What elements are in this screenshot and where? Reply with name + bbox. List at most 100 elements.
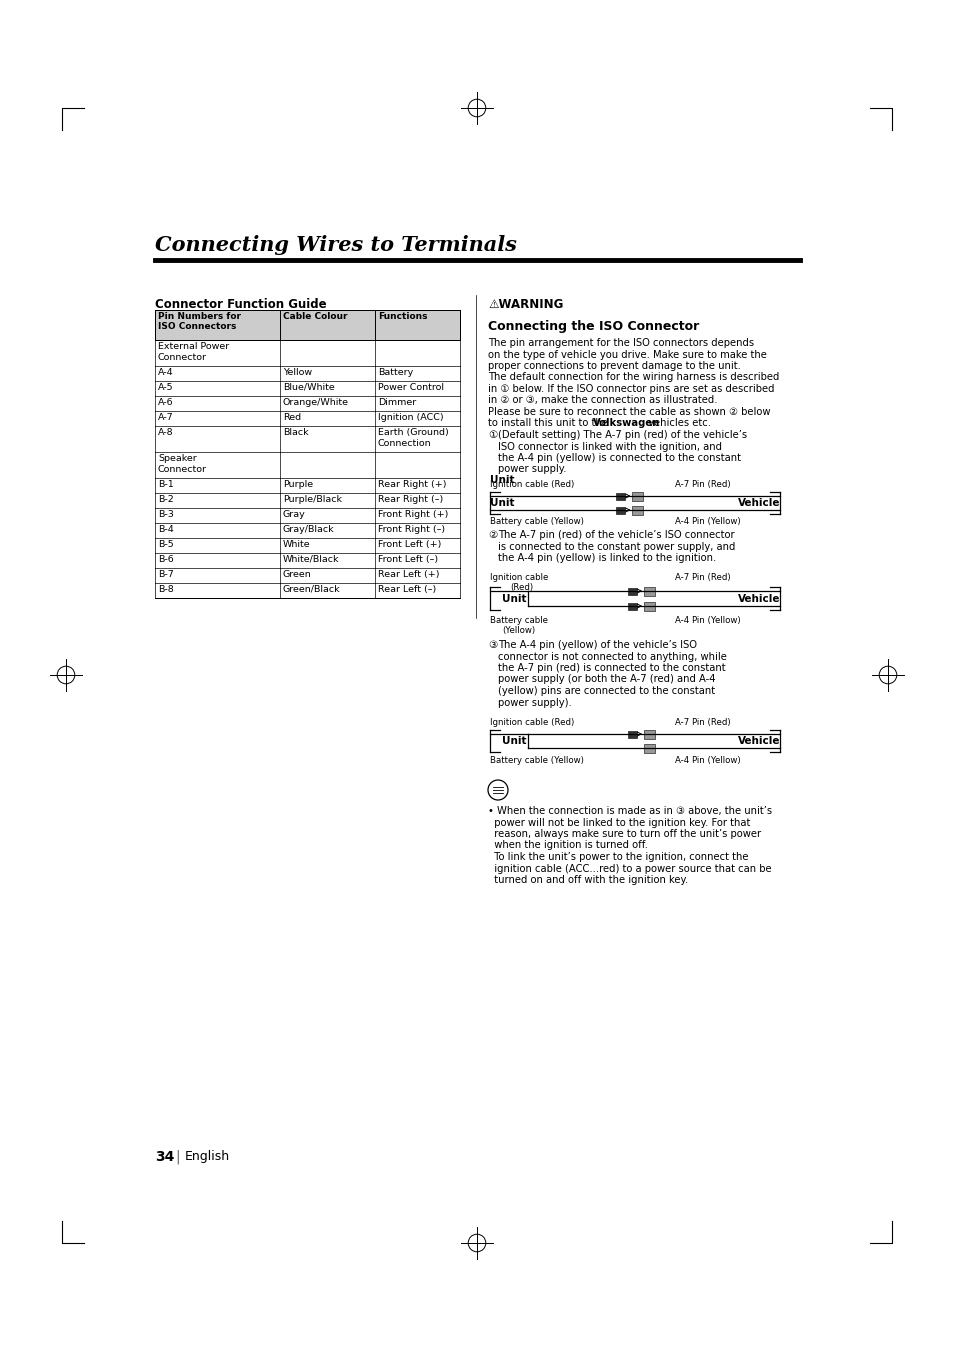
- Text: Unit: Unit: [490, 499, 514, 508]
- Bar: [627, 588, 637, 594]
- Text: Unit: Unit: [501, 593, 526, 604]
- Text: A-4 Pin (Yellow): A-4 Pin (Yellow): [675, 757, 740, 765]
- Text: • When the connection is made as in ③ above, the unit’s: • When the connection is made as in ③ ab…: [488, 807, 771, 816]
- Text: power will not be linked to the ignition key. For that: power will not be linked to the ignition…: [488, 817, 750, 828]
- Text: (yellow) pins are connected to the constant: (yellow) pins are connected to the const…: [497, 686, 715, 696]
- Text: Connector Function Guide: Connector Function Guide: [154, 299, 326, 311]
- Text: Green: Green: [283, 570, 312, 580]
- Text: B-6: B-6: [158, 555, 173, 563]
- Text: Vehicle: Vehicle: [737, 499, 780, 508]
- Text: in ① below. If the ISO connector pins are set as described: in ① below. If the ISO connector pins ar…: [488, 384, 774, 394]
- Text: Unit: Unit: [490, 476, 514, 485]
- Text: The A-4 pin (yellow) of the vehicle’s ISO: The A-4 pin (yellow) of the vehicle’s IS…: [497, 640, 697, 650]
- Text: the A-4 pin (yellow) is linked to the ignition.: the A-4 pin (yellow) is linked to the ig…: [497, 553, 716, 563]
- Text: Blue/White: Blue/White: [283, 382, 335, 392]
- Text: is connected to the constant power supply, and: is connected to the constant power suppl…: [497, 542, 735, 551]
- Text: Rear Left (+): Rear Left (+): [377, 570, 439, 580]
- Text: (Red): (Red): [510, 584, 533, 592]
- Text: Rear Left (–): Rear Left (–): [377, 585, 436, 594]
- Text: Red: Red: [283, 413, 301, 422]
- Text: White/Black: White/Black: [283, 555, 339, 563]
- Text: Black: Black: [283, 428, 309, 436]
- Text: ⚠WARNING: ⚠WARNING: [488, 299, 563, 311]
- Bar: [632, 492, 642, 500]
- Bar: [632, 505, 642, 515]
- Text: Front Left (–): Front Left (–): [377, 555, 437, 563]
- Text: in ② or ③, make the connection as illustrated.: in ② or ③, make the connection as illust…: [488, 396, 717, 405]
- Bar: [616, 493, 624, 500]
- Text: the A-7 pin (red) is connected to the constant: the A-7 pin (red) is connected to the co…: [497, 663, 725, 673]
- Text: A-7 Pin (Red): A-7 Pin (Red): [675, 573, 730, 582]
- Text: ②: ②: [488, 530, 497, 540]
- Text: A-8: A-8: [158, 428, 173, 436]
- Bar: [643, 601, 654, 611]
- Text: ③: ③: [488, 640, 497, 650]
- Text: Cable Colour: Cable Colour: [283, 312, 347, 322]
- Text: on the type of vehicle you drive. Make sure to make the: on the type of vehicle you drive. Make s…: [488, 350, 766, 359]
- Bar: [643, 730, 654, 739]
- Text: A-7 Pin (Red): A-7 Pin (Red): [675, 480, 730, 489]
- Text: Vehicle: Vehicle: [737, 736, 780, 746]
- Bar: [643, 586, 654, 596]
- Text: Please be sure to reconnect the cable as shown ② below: Please be sure to reconnect the cable as…: [488, 407, 770, 417]
- Text: B-8: B-8: [158, 585, 173, 594]
- Text: Connecting the ISO Connector: Connecting the ISO Connector: [488, 320, 699, 332]
- Text: Rear Right (+): Rear Right (+): [377, 480, 446, 489]
- Text: Ignition cable: Ignition cable: [490, 573, 548, 582]
- Text: Orange/White: Orange/White: [283, 399, 349, 407]
- Text: power supply).: power supply).: [497, 697, 571, 708]
- Text: Battery: Battery: [377, 367, 413, 377]
- Text: The A-7 pin (red) of the vehicle’s ISO connector: The A-7 pin (red) of the vehicle’s ISO c…: [497, 530, 734, 540]
- Text: Yellow: Yellow: [283, 367, 312, 377]
- Text: A-5: A-5: [158, 382, 173, 392]
- Bar: [627, 603, 637, 609]
- Text: Front Right (–): Front Right (–): [377, 526, 445, 534]
- Text: ignition cable (ACC...red) to a power source that can be: ignition cable (ACC...red) to a power so…: [488, 863, 771, 874]
- Text: (Default setting) The A-7 pin (red) of the vehicle’s: (Default setting) The A-7 pin (red) of t…: [497, 430, 746, 440]
- Text: Battery cable (Yellow): Battery cable (Yellow): [490, 517, 583, 526]
- Text: Front Left (+): Front Left (+): [377, 540, 441, 549]
- Text: A-7 Pin (Red): A-7 Pin (Red): [675, 717, 730, 727]
- Text: Ignition cable (Red): Ignition cable (Red): [490, 480, 574, 489]
- Text: vehicles etc.: vehicles etc.: [644, 419, 710, 428]
- Text: A-4 Pin (Yellow): A-4 Pin (Yellow): [675, 616, 740, 626]
- Text: B-4: B-4: [158, 526, 173, 534]
- Text: Battery cable (Yellow): Battery cable (Yellow): [490, 757, 583, 765]
- Text: A-6: A-6: [158, 399, 173, 407]
- Bar: [154, 309, 459, 340]
- Text: Ignition (ACC): Ignition (ACC): [377, 413, 443, 422]
- Text: External Power
Connector: External Power Connector: [158, 342, 229, 362]
- Text: Green/Black: Green/Black: [283, 585, 340, 594]
- Text: Rear Right (–): Rear Right (–): [377, 494, 443, 504]
- Text: Vehicle: Vehicle: [737, 593, 780, 604]
- Text: connector is not connected to anything, while: connector is not connected to anything, …: [497, 651, 726, 662]
- Text: A-4 Pin (Yellow): A-4 Pin (Yellow): [675, 517, 740, 526]
- Text: Power Control: Power Control: [377, 382, 443, 392]
- Text: 34: 34: [154, 1150, 174, 1165]
- Text: turned on and off with the ignition key.: turned on and off with the ignition key.: [488, 875, 687, 885]
- Text: B-7: B-7: [158, 570, 173, 580]
- Bar: [627, 731, 637, 738]
- Text: The pin arrangement for the ISO connectors depends: The pin arrangement for the ISO connecto…: [488, 338, 753, 349]
- Text: Earth (Ground)
Connection: Earth (Ground) Connection: [377, 428, 448, 447]
- Text: ①: ①: [488, 430, 497, 440]
- Text: Gray/Black: Gray/Black: [283, 526, 335, 534]
- Text: Dimmer: Dimmer: [377, 399, 416, 407]
- Text: To link the unit’s power to the ignition, connect the: To link the unit’s power to the ignition…: [488, 852, 748, 862]
- Text: Front Right (+): Front Right (+): [377, 509, 448, 519]
- Text: when the ignition is turned off.: when the ignition is turned off.: [488, 840, 647, 851]
- Text: to install this unit to the: to install this unit to the: [488, 419, 610, 428]
- Text: Connecting Wires to Terminals: Connecting Wires to Terminals: [154, 235, 517, 255]
- Text: reason, always make sure to turn off the unit’s power: reason, always make sure to turn off the…: [488, 830, 760, 839]
- Text: the A-4 pin (yellow) is connected to the constant: the A-4 pin (yellow) is connected to the…: [497, 453, 740, 463]
- Text: B-1: B-1: [158, 480, 173, 489]
- Text: Speaker
Connector: Speaker Connector: [158, 454, 207, 474]
- Text: Purple/Black: Purple/Black: [283, 494, 341, 504]
- Text: White: White: [283, 540, 311, 549]
- Text: power supply (or both the A-7 (red) and A-4: power supply (or both the A-7 (red) and …: [497, 674, 715, 685]
- Text: Unit: Unit: [501, 736, 526, 746]
- Text: proper connections to prevent damage to the unit.: proper connections to prevent damage to …: [488, 361, 740, 372]
- Bar: [643, 743, 654, 753]
- Text: Ignition cable (Red): Ignition cable (Red): [490, 717, 574, 727]
- Text: Purple: Purple: [283, 480, 313, 489]
